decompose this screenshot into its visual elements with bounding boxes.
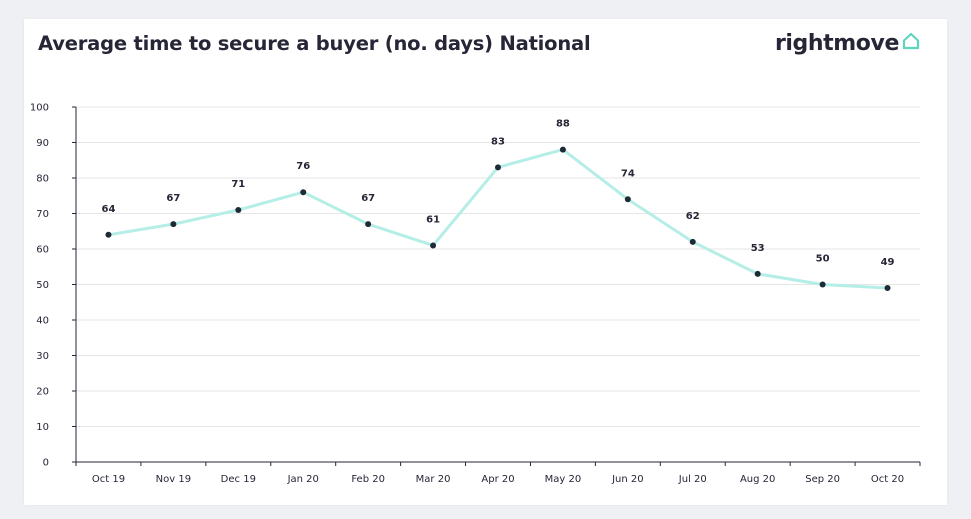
chart-title: Average time to secure a buyer (no. days… (38, 32, 591, 55)
y-tick-label-60: 60 (36, 245, 49, 256)
brand-name: rightmove (774, 31, 899, 56)
data-point (495, 164, 501, 171)
data-point (559, 146, 566, 153)
data-point (819, 281, 826, 288)
x-tick-label: Feb 20 (351, 474, 385, 485)
data-label: 67 (361, 193, 375, 204)
data-label: 76 (296, 161, 310, 172)
brand-logo: rightmove (775, 31, 921, 56)
y-tick-label-10: 10 (36, 422, 49, 433)
y-tick-label-100: 100 (30, 103, 49, 114)
data-label: 49 (881, 257, 895, 268)
grid-lines (76, 106, 920, 427)
data-label: 83 (491, 136, 505, 147)
data-point (300, 189, 307, 196)
data-label: 62 (686, 211, 700, 222)
y-tick-label-70: 70 (36, 209, 49, 220)
x-tick-label: Oct 19 (92, 474, 125, 485)
x-tick-label: Jul 20 (678, 474, 707, 485)
y-axis-tick-labels: 0 10 20 30 40 50 60 70 80 90 100 (30, 103, 49, 469)
series-line-layer (106, 148, 890, 290)
x-tick-label: Nov 19 (156, 474, 191, 485)
y-tick-label-80: 80 (36, 174, 49, 185)
x-tick-label: Oct 20 (871, 474, 904, 485)
data-label: 74 (621, 168, 635, 179)
y-tick-label-20: 20 (36, 387, 49, 398)
data-point (689, 238, 696, 245)
data-point (624, 196, 631, 203)
y-tick-label-40: 40 (36, 316, 49, 327)
data-label: 67 (166, 193, 180, 204)
data-point (170, 221, 177, 228)
x-tick-label: Jan 20 (287, 474, 319, 485)
data-label: 88 (556, 119, 570, 130)
data-label: 53 (751, 243, 765, 254)
data-label: 61 (426, 214, 440, 225)
y-tick-label-50: 50 (36, 280, 49, 291)
data-point (430, 242, 437, 249)
data-point (884, 285, 891, 292)
data-points (105, 146, 891, 292)
series-line (106, 148, 890, 290)
x-tick-label: Mar 20 (416, 474, 451, 485)
x-tick-label: Jun 20 (611, 474, 644, 485)
axes (72, 106, 921, 466)
data-point (235, 206, 242, 213)
house-outline-icon (902, 32, 920, 50)
data-label: 71 (231, 179, 245, 190)
x-tick-label: May 20 (545, 474, 582, 485)
x-tick-label: Sep 20 (805, 474, 840, 485)
y-tick-label-90: 90 (36, 138, 49, 149)
data-label: 50 (816, 254, 830, 265)
data-point (365, 221, 372, 228)
data-point (105, 231, 112, 238)
data-label: 64 (102, 204, 116, 215)
y-tick-label-0: 0 (43, 458, 49, 469)
y-tick-label-30: 30 (36, 351, 49, 362)
data-point (754, 270, 761, 277)
x-tick-label: Dec 19 (221, 474, 256, 485)
chart-card: Average time to secure a buyer (no. days… (24, 19, 947, 505)
x-axis-tick-labels: Oct 19 Nov 19 Dec 19 Jan 20 Feb 20 Mar 20 Apr … (92, 474, 904, 485)
x-tick-label: Apr 20 (481, 474, 514, 485)
data-labels: 64 67 71 76 67 61 83 88 74 62 53 50 49 (102, 119, 895, 268)
x-tick-label: Aug 20 (740, 474, 775, 485)
